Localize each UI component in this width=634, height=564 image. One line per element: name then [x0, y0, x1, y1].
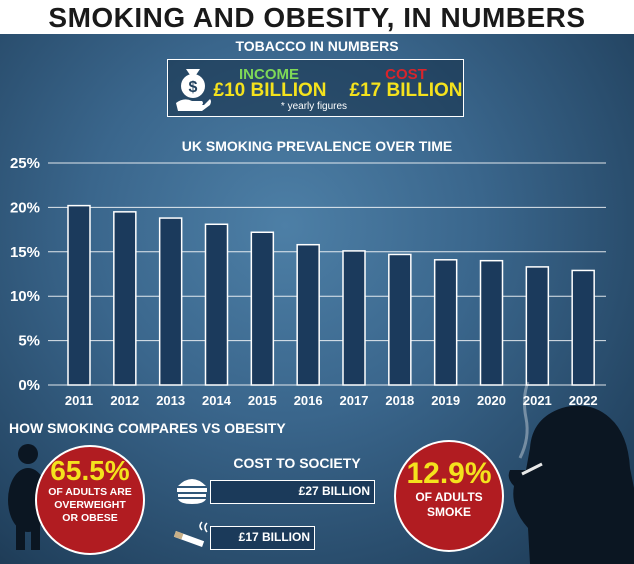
bar — [204, 223, 229, 386]
bar — [113, 211, 137, 386]
bar — [342, 250, 366, 386]
x-tick-label: 2018 — [385, 393, 414, 408]
bar — [479, 259, 504, 386]
x-tick-label: 2021 — [523, 393, 552, 408]
x-tick-label: 2017 — [340, 393, 369, 408]
smoking-cost-bar: £17 BILLION — [210, 526, 315, 550]
chart-title: UK SMOKING PREVALENCE OVER TIME — [181, 138, 453, 154]
smoking-percent: 12.9% — [406, 457, 492, 490]
smoking-stat-circle: 12.9% OF ADULTS SMOKE — [394, 440, 504, 552]
x-tick-label: 2022 — [569, 393, 598, 408]
prevalence-bar-chart: 0% 5% 10% 15% 20% 25% 2011 2012 2013 2014 2015 2016… — [10, 155, 606, 408]
y-tick-label: 20% — [10, 199, 40, 216]
bar — [571, 269, 595, 386]
income-label: INCOME — [239, 66, 299, 83]
x-tick-label: 2019 — [431, 393, 460, 408]
burger-icon — [177, 479, 207, 504]
income-value: £10 BILLION — [213, 80, 327, 101]
x-tick-label: 2016 — [294, 393, 323, 408]
cost-label: COST — [385, 66, 427, 83]
y-tick-label: 25% — [10, 155, 40, 172]
obesity-stat-circle: 65.5% OF ADULTS ARE OVERWEIGHT OR OBESE — [35, 445, 145, 555]
x-tick-label: 2014 — [202, 393, 232, 408]
cost-value: £17 BILLION — [349, 80, 463, 101]
x-tick-label: 2020 — [477, 393, 506, 408]
bar — [296, 243, 320, 386]
bar — [525, 266, 550, 386]
smoking-text: OF ADULTS SMOKE — [415, 490, 483, 519]
y-tick-label: 5% — [18, 333, 40, 350]
obesity-cost-bar: £27 BILLION — [210, 480, 375, 504]
svg-text:$: $ — [189, 79, 198, 96]
cigarette-icon — [173, 521, 208, 547]
yearly-note: * yearly figures — [280, 101, 348, 112]
comparison-heading: HOW SMOKING COMPARES VS OBESITY — [9, 420, 286, 436]
x-tick-label: 2013 — [156, 393, 185, 408]
y-tick-label: 15% — [10, 244, 40, 261]
y-tick-label: 10% — [10, 288, 40, 305]
bar — [67, 204, 91, 386]
money-bag-hand-icon: $ — [176, 69, 211, 111]
tobacco-heading: TOBACCO IN NUMBERS — [235, 38, 399, 54]
obesity-percent: 65.5% — [50, 455, 130, 486]
obesity-text: OF ADULTS ARE OVERWEIGHT OR OBESE — [48, 486, 132, 524]
x-tick-label: 2012 — [110, 393, 139, 408]
page-title: SMOKING AND OBESITY, IN NUMBERS — [48, 2, 586, 33]
bar — [158, 217, 183, 386]
smoker-silhouette-icon — [508, 381, 634, 564]
x-tick-label: 2011 — [65, 393, 93, 408]
x-tick-label: 2015 — [248, 393, 277, 408]
tobacco-box — [167, 59, 464, 117]
bar — [250, 231, 275, 386]
bar — [433, 259, 458, 386]
bar — [388, 253, 412, 386]
title-bar — [0, 0, 634, 34]
cost-to-society-heading: COST TO SOCIETY — [233, 455, 361, 471]
y-tick-label: 0% — [18, 377, 40, 394]
